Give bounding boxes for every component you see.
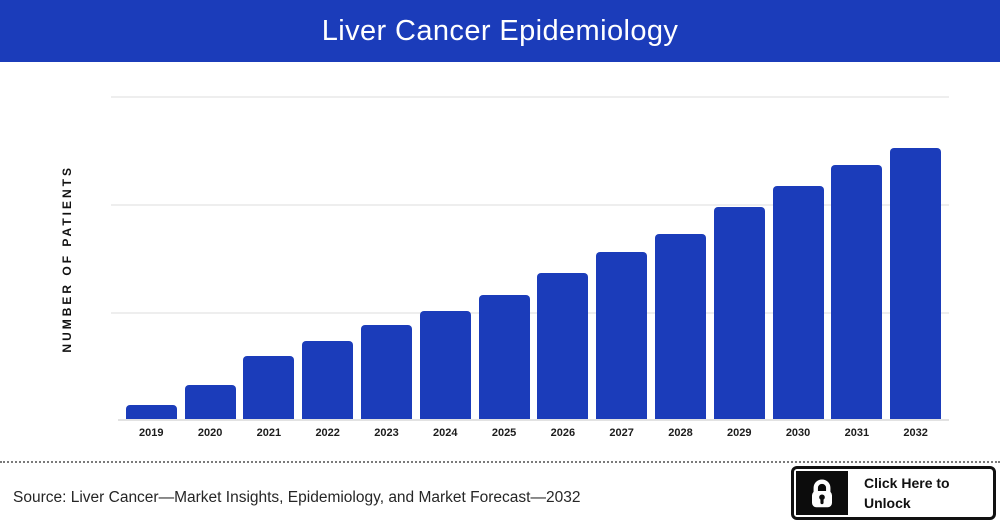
- x-tick-label-2028: 2028: [668, 427, 693, 439]
- source-text: Source: Liver Cancer—Market Insights, Ep…: [13, 489, 581, 506]
- gridline: [111, 96, 949, 98]
- page-title: Liver Cancer Epidemiology: [321, 14, 679, 47]
- x-tick-label-2027: 2027: [609, 427, 634, 439]
- x-tick-label-2026: 2026: [550, 427, 576, 439]
- bar-2022: [302, 341, 354, 419]
- unlock-button-line2: Unlock: [864, 495, 911, 511]
- x-tick-label-2020: 2020: [197, 427, 223, 439]
- bar-2026: [537, 273, 589, 419]
- x-tick-label-2021: 2021: [256, 427, 282, 439]
- x-labels: 2019 2020 2021 2022 2023 2024 2025 2026 2027 2028…: [118, 427, 949, 439]
- y-axis-label: NUMBER OF PATIENTS: [60, 165, 74, 353]
- x-tick-label-2031: 2031: [844, 427, 870, 439]
- x-tick-label-2019: 2019: [139, 427, 164, 439]
- header: Liver Cancer Epidemiology: [0, 0, 1000, 62]
- x-tick-label-2024: 2024: [433, 427, 458, 439]
- lock-icon: [796, 471, 848, 515]
- bar-2020: [184, 385, 236, 419]
- gridline: [111, 312, 949, 314]
- unlock-button-line1: Click Here to: [864, 474, 950, 491]
- bar-2021: [243, 356, 295, 419]
- bar-2025: [478, 295, 530, 419]
- x-tick-label-2030: 2030: [785, 427, 811, 439]
- x-tick-label-2032: 2032: [903, 427, 928, 439]
- x-tick-label-2025: 2025: [491, 427, 517, 439]
- x-tick-label-2022: 2022: [315, 427, 340, 439]
- bar-2019: [125, 405, 177, 419]
- unlock-button[interactable]: Click Here to Unlock: [791, 466, 996, 520]
- bar-2032: [890, 148, 942, 419]
- bar-2029: [713, 207, 765, 419]
- unlock-button-label: Click Here to Unlock: [850, 469, 993, 517]
- bar-2023: [360, 325, 412, 419]
- bars: [118, 97, 949, 419]
- plot-area: [111, 96, 949, 421]
- x-tick-label-2029: 2029: [727, 427, 752, 439]
- y-axis-label-container: NUMBER OF PATIENTS: [56, 97, 78, 421]
- bar-2027: [596, 252, 648, 419]
- bar-2030: [772, 186, 824, 419]
- x-tick-label-2023: 2023: [374, 427, 399, 439]
- bar-2031: [831, 165, 883, 419]
- gridline: [111, 204, 949, 206]
- bar-2024: [419, 311, 471, 419]
- bar-2028: [654, 234, 706, 419]
- footer: Source: Liver Cancer—Market Insights, Ep…: [0, 461, 1000, 520]
